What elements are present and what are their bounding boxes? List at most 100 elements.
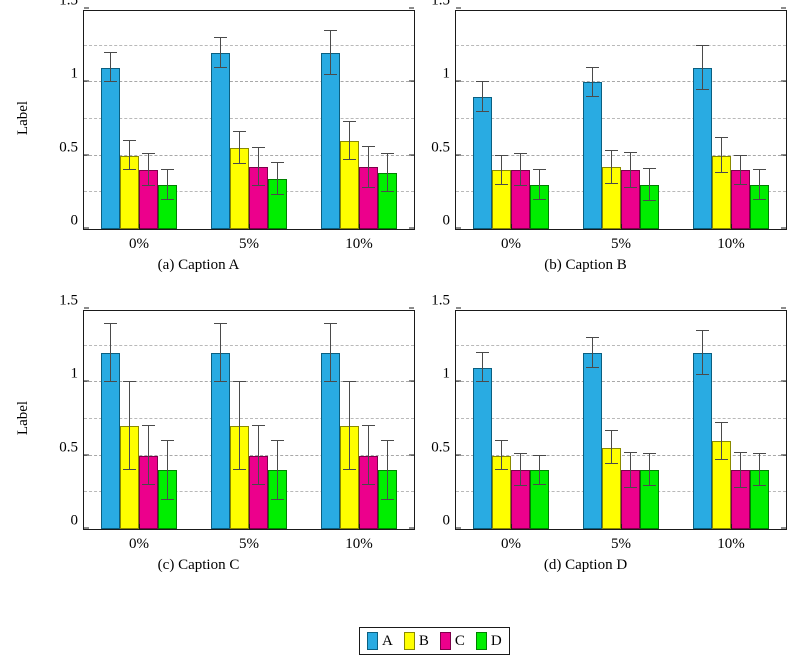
error-bar-cap-upper <box>753 453 766 455</box>
error-bar-cap-upper <box>476 352 489 353</box>
error-bar-d <box>649 454 650 487</box>
error-bar-cap-lower <box>715 172 728 174</box>
error-bar-b <box>721 138 722 174</box>
bar-group-bars <box>456 11 566 229</box>
error-bar-a <box>702 331 703 375</box>
error-bar-b <box>349 121 350 161</box>
bar-a[interactable] <box>583 82 602 229</box>
error-bar-cap-upper <box>605 150 618 152</box>
error-bar-a <box>702 45 703 90</box>
error-bar-cap-lower <box>514 185 527 187</box>
y-axis-tick-mark <box>84 307 89 309</box>
error-bar-cap-upper <box>533 169 546 171</box>
x-axis-tick-label: 10% <box>717 536 745 552</box>
error-bar-cap-lower <box>104 381 117 383</box>
legend-entry-a[interactable]: A <box>367 632 393 650</box>
gridline-major <box>456 381 786 383</box>
bar-group <box>304 11 414 229</box>
y-axis-tick-mark <box>84 227 89 229</box>
bar-slot <box>640 11 659 229</box>
error-bar-c <box>148 426 149 485</box>
error-bar-cap-lower <box>734 486 747 488</box>
bar-slot <box>602 311 621 529</box>
error-bar-a <box>220 38 221 68</box>
error-bar-cap-upper <box>324 322 337 324</box>
error-bar-b <box>349 382 350 471</box>
error-bar-d <box>167 441 168 500</box>
gridline-major <box>456 154 786 156</box>
x-axis-tick-label: 0% <box>129 236 149 252</box>
error-bar-d <box>539 455 540 485</box>
legend-label: D <box>490 632 502 649</box>
bar-a[interactable] <box>473 97 492 229</box>
bar-a[interactable] <box>693 67 712 229</box>
error-bar-cap-lower <box>161 198 174 200</box>
y-axis-tick-mark <box>409 154 414 156</box>
y-axis-tick-mark <box>781 80 786 82</box>
y-axis-tick-mark <box>456 307 461 309</box>
x-axis-tick-label: 10% <box>345 536 373 552</box>
gridline-major <box>84 454 414 456</box>
x-axis-tick-label: 5% <box>239 236 259 252</box>
bar-a[interactable] <box>101 67 120 229</box>
y-axis-title: Label <box>15 400 31 436</box>
legend-swatch-icon <box>439 632 451 650</box>
error-bar-cap-upper <box>214 322 227 324</box>
error-bar-cap-lower <box>252 484 265 485</box>
y-axis-tick-label: 0.5 <box>59 439 78 456</box>
bar-group <box>84 11 194 229</box>
bar-slot <box>321 11 340 229</box>
y-axis-tick-mark <box>456 154 461 156</box>
bar-slot <box>511 311 530 529</box>
y-axis-tick-label: 1.5 <box>431 292 450 309</box>
error-bar-cap-upper <box>233 131 246 133</box>
error-bar-a <box>482 82 483 112</box>
error-bar-b <box>129 141 130 171</box>
bar-group-bars <box>566 311 676 529</box>
y-axis-tick-mark <box>456 527 461 529</box>
legend-entry-d[interactable]: D <box>475 632 502 650</box>
bar-group-bars <box>456 311 566 529</box>
error-bar-cap-lower <box>586 366 599 368</box>
error-bar-cap-lower <box>381 191 394 193</box>
bar-slot <box>230 311 249 529</box>
error-bar-cap-lower <box>214 381 227 383</box>
error-bar-c <box>368 426 369 485</box>
bar-a[interactable] <box>321 53 340 229</box>
gridline-minor <box>84 344 414 346</box>
error-bar-cap-lower <box>476 110 489 112</box>
y-axis-tick-label: 0 <box>70 512 79 529</box>
error-bar-cap-upper <box>104 52 117 53</box>
y-axis-tick-label: 1 <box>442 365 451 382</box>
error-bar-cap-upper <box>696 330 709 331</box>
legend-entry-b[interactable]: B <box>403 632 429 650</box>
bar-a[interactable] <box>693 353 712 529</box>
error-bar-cap-lower <box>495 469 508 471</box>
bar-a[interactable] <box>211 53 230 229</box>
bar-group <box>676 11 786 229</box>
error-bar-cap-lower <box>734 184 747 185</box>
legend-entry-c[interactable]: C <box>439 632 465 650</box>
error-bar-c <box>630 452 631 488</box>
y-axis-tick-mark <box>781 454 786 456</box>
y-axis-tick-label: 0 <box>70 212 79 229</box>
x-axis-tick-label: 0% <box>129 536 149 552</box>
bar-group <box>566 311 676 529</box>
error-bar-cap-upper <box>271 440 284 441</box>
error-bar-c <box>520 154 521 187</box>
bar-a[interactable] <box>583 353 602 529</box>
gridline-minor <box>456 118 786 119</box>
bar-group-bars <box>84 311 194 529</box>
y-axis-tick-mark <box>781 227 786 229</box>
bar-slot <box>268 311 287 529</box>
error-bar-a <box>482 353 483 383</box>
bar-slot <box>249 311 268 529</box>
error-bar-cap-upper <box>142 425 155 427</box>
legend-swatch-icon <box>475 632 487 650</box>
bar-slot <box>378 11 397 229</box>
error-bar-cap-lower <box>753 198 766 200</box>
error-bar-cap-lower <box>324 381 337 383</box>
error-bar-cap-lower <box>123 169 136 171</box>
bar-a[interactable] <box>473 367 492 529</box>
x-axis-tick-mark <box>249 524 250 529</box>
